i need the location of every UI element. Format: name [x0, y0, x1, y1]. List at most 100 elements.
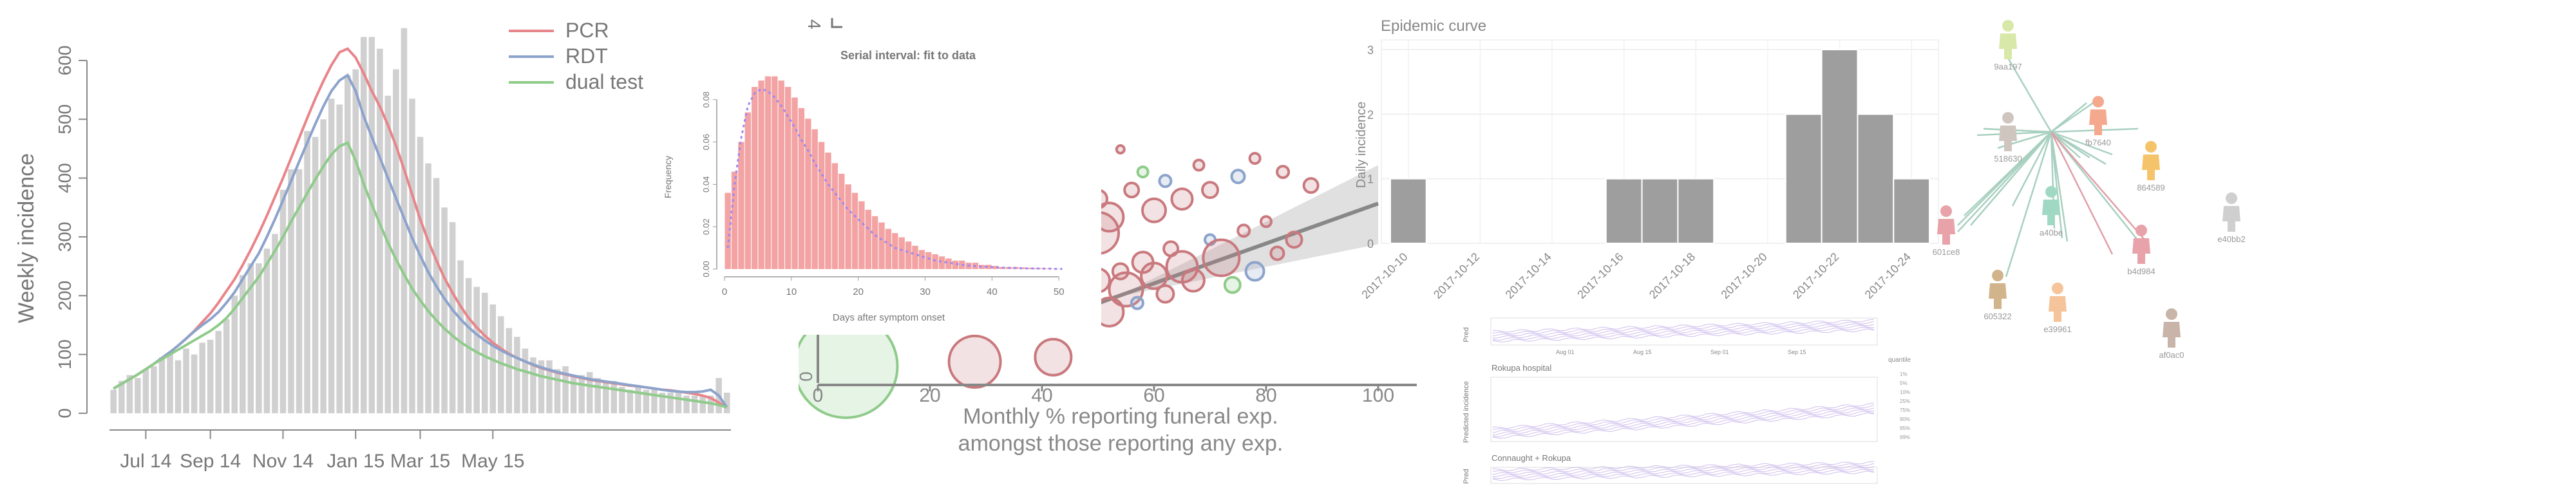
serial-bar: [731, 171, 738, 269]
person-body-icon: [2163, 322, 2181, 348]
weekly-bar: [393, 69, 399, 414]
scatter-xlabel-line1: Monthly % reporting funeral exp.: [963, 404, 1278, 429]
node-label: e39961: [2043, 324, 2071, 334]
weekly-x-tick-label: Mar 15: [390, 451, 450, 472]
weekly-bar: [368, 37, 375, 414]
scatter-x-tick-label: 100: [1362, 385, 1394, 406]
weekly-bars: [110, 28, 730, 414]
weekly-incidence-chart: 0 100 200 300 400 500 600 Jul 14 Sep 14 Nov 14 Jan…: [14, 19, 731, 472]
weekly-ylabel: Weekly incidence: [14, 153, 39, 323]
serial-bar: [752, 87, 758, 269]
weekly-bar: [723, 393, 730, 413]
weekly-bar: [312, 136, 319, 413]
person-body-icon: [2049, 296, 2067, 322]
projection-label-connaught: Connaught + Rokupa: [1492, 453, 1571, 463]
weekly-bar: [481, 292, 488, 413]
serial-bar: [744, 112, 752, 269]
scatter-point: [1244, 261, 1265, 282]
node-label: af0ac0: [2159, 350, 2184, 360]
serial-y-tick-label: 0.06: [701, 134, 711, 150]
serial-bar: [831, 163, 838, 269]
serial-bar: [992, 266, 999, 269]
weekly-bar: [256, 263, 262, 413]
serial-bar: [798, 107, 805, 269]
epicurve-title: Epidemic curve: [1381, 17, 1486, 35]
scatter-y-tick-label: 0: [799, 371, 816, 382]
serial-bar: [858, 201, 865, 269]
weekly-bar: [199, 342, 205, 413]
epicurve-x-tick-label: 2017-10-20: [1718, 250, 1769, 301]
projection-xtick-4: Sep 15: [1788, 349, 1806, 355]
person-body-icon: [1999, 33, 2017, 59]
scatter-x-tick-label: 20: [919, 385, 940, 406]
weekly-bar: [441, 207, 448, 413]
person-body-icon: [2089, 109, 2107, 135]
weekly-bar: [191, 354, 198, 413]
network-edges: [1957, 57, 2148, 277]
projection-quantile-line: [1492, 323, 1875, 337]
projection-quantile-line: [1492, 321, 1875, 335]
projection-quantile-line: [1492, 411, 1875, 437]
weekly-bar: [683, 395, 690, 413]
weekly-bar: [675, 393, 682, 413]
epicurve-bar: [1641, 178, 1679, 244]
epicurve-bar: [1821, 49, 1859, 245]
weekly-bar: [223, 319, 230, 413]
person-head-icon: [2052, 283, 2063, 294]
projection-quantile-line: [1492, 402, 1875, 429]
weekly-bar: [183, 348, 189, 413]
projection-legend-4: 25%: [1900, 398, 1910, 404]
page-number-glyph: 4: [804, 19, 824, 30]
weekly-bar: [175, 360, 182, 413]
scatter-point: [1140, 261, 1168, 290]
weekly-axes: 0 100 200 300 400 500 600 Jul 14 Sep 14 Nov 14 Jan…: [55, 46, 731, 472]
projection-legend-2: 5%: [1900, 380, 1908, 386]
projection-legend: quantile 1% 5% 10% 25% 75% 90% 95% 99%: [1888, 357, 1911, 440]
serial-y-tick-label: 0.02: [701, 219, 711, 235]
scatter-point: [1158, 174, 1173, 189]
legend-pcr: PCR: [565, 19, 609, 42]
person-body-icon: [2142, 154, 2160, 180]
serial-axes: 0.00 0.02 0.04 0.06 0.08 0 10 20 30 40 50: [701, 91, 1065, 297]
node-label: b4d984: [2127, 266, 2155, 276]
weekly-x-tick-label: May 15: [461, 451, 524, 472]
scatter-point: [1248, 152, 1262, 165]
projection-quantile-line: [1492, 404, 1875, 431]
person-icon: 9aa197: [1994, 20, 2022, 71]
weekly-y-tick-label: 600: [55, 46, 75, 76]
projection-quantile-line: [1492, 407, 1875, 433]
person-icon: b4d984: [2127, 225, 2155, 276]
person-head-icon: [2045, 186, 2057, 198]
projection-quantile-line: [1492, 461, 1875, 472]
series-line-rdt: [113, 73, 728, 409]
person-head-icon: [2136, 225, 2147, 236]
weekly-bar: [602, 380, 609, 413]
serial-fit-curve: [726, 88, 1063, 270]
serial-bar: [885, 229, 892, 269]
epicurve-bars: [1389, 49, 1931, 245]
weekly-bar: [611, 380, 618, 413]
epicurve-bar: [1605, 178, 1643, 244]
projection-frame: [1490, 377, 1878, 442]
projection-quantile-line: [1492, 469, 1875, 480]
projection-ylabel: Predicted incidence: [1463, 381, 1470, 443]
weekly-bar: [635, 386, 641, 413]
scatter-point: [1034, 337, 1073, 377]
person-head-icon: [2226, 192, 2237, 204]
weekly-bar: [554, 369, 561, 413]
serial-bar: [772, 76, 778, 270]
projection-quantile-line: [1492, 471, 1875, 481]
node-label: 518630: [1994, 154, 2022, 164]
weekly-x-tick-label: Nov 14: [252, 451, 314, 472]
person-icon: 864589: [2137, 141, 2165, 192]
person-head-icon: [2002, 112, 2014, 124]
weekly-bar: [215, 331, 222, 413]
weekly-bar: [425, 163, 431, 413]
weekly-bar: [546, 360, 553, 413]
scatter-point: [1223, 276, 1242, 294]
epicurve-x-tick-label: 2017-10-16: [1575, 250, 1625, 301]
weekly-bar: [691, 395, 698, 413]
weekly-bar: [659, 393, 666, 413]
serial-bar: [932, 254, 938, 269]
projection-legend-8: 99%: [1900, 435, 1910, 440]
